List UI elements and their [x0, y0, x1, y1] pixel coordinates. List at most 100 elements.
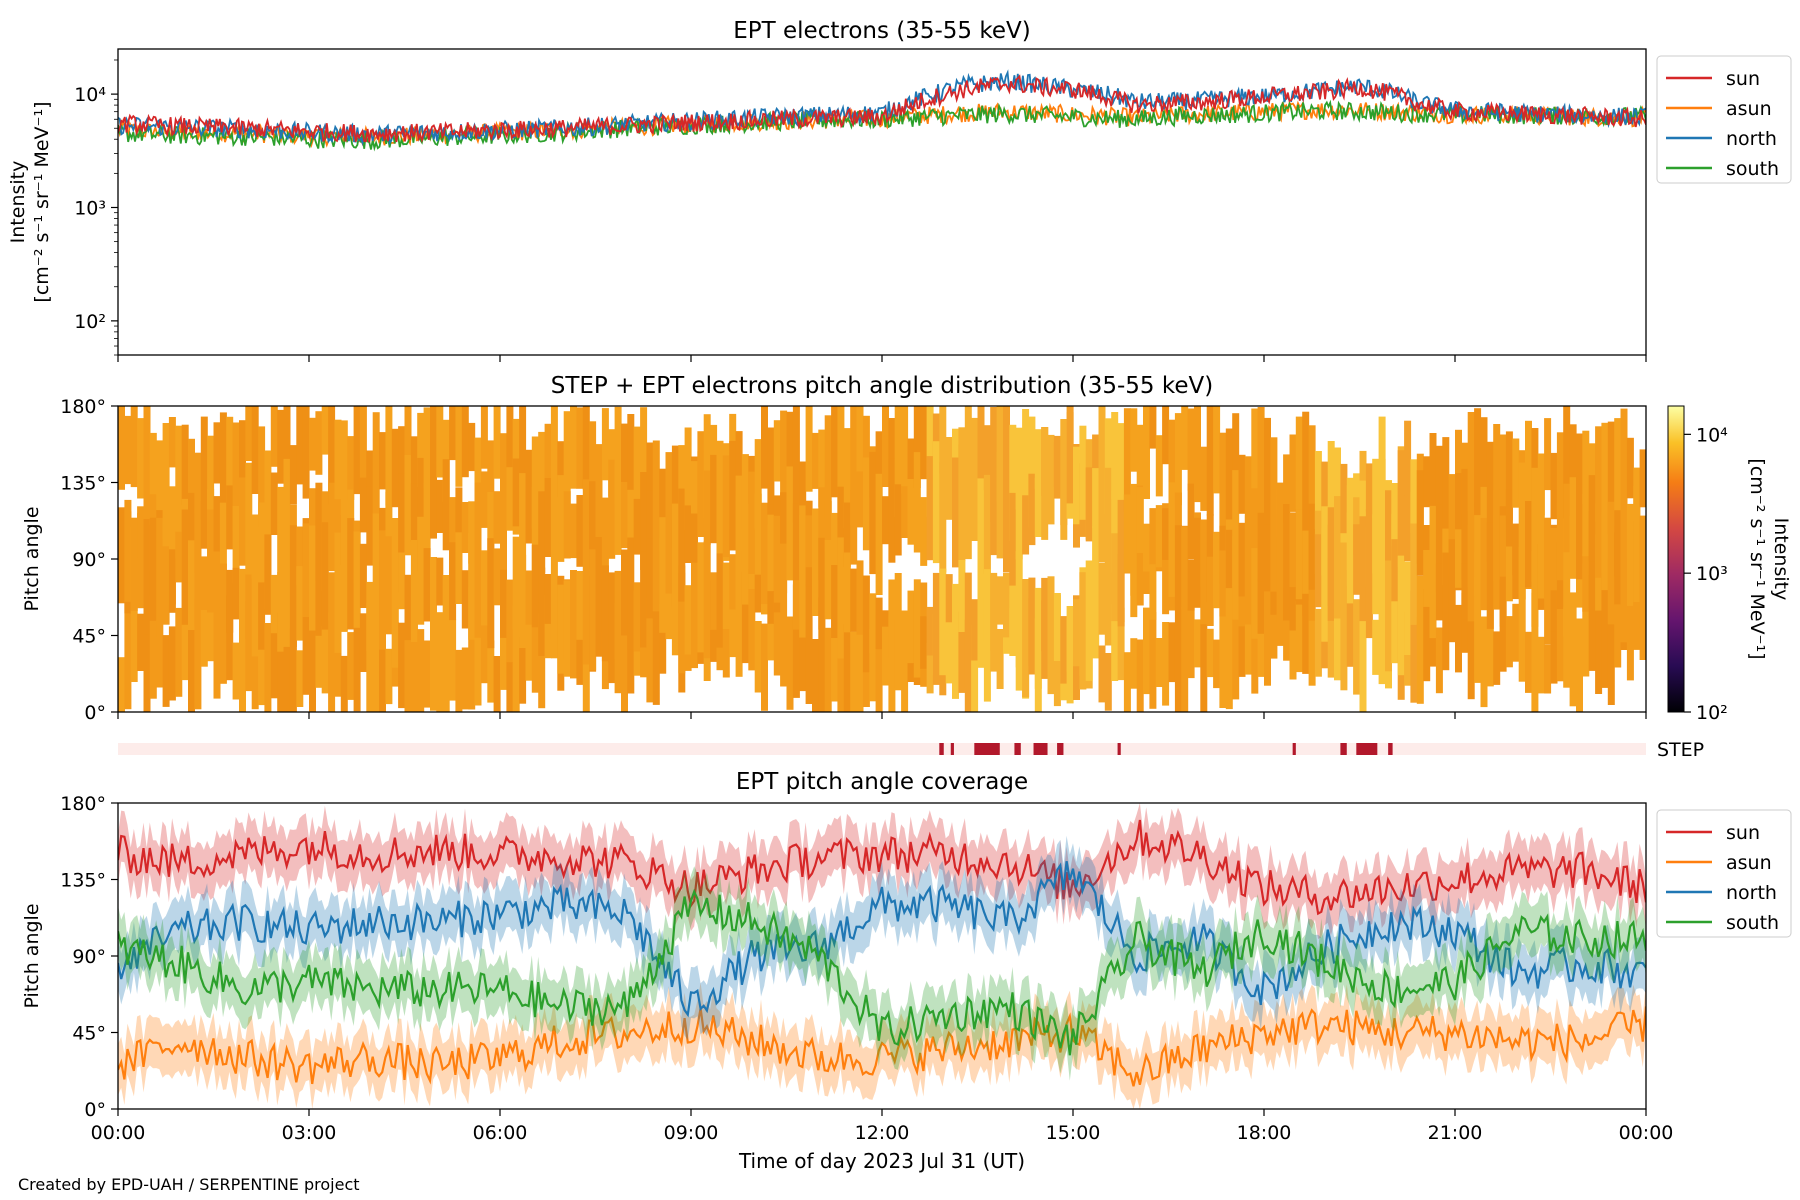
pad-cell-north — [270, 472, 278, 535]
pad-cell-south — [1346, 512, 1354, 604]
pad-cell-south — [1588, 475, 1596, 562]
legend-label-south: south — [1726, 158, 1779, 180]
pad-cell-south — [531, 544, 539, 628]
pad-cell-south — [1314, 534, 1322, 608]
pad-cell-south — [137, 506, 145, 558]
pad-cell-asun — [875, 614, 883, 712]
pad-cell-south — [710, 454, 718, 544]
pad-cell-asun — [1257, 623, 1265, 677]
pad-cell-sun — [1219, 432, 1227, 537]
pad-cell-sun — [652, 440, 660, 541]
pad-cell-asun — [729, 585, 737, 658]
pad-cell-asun — [226, 595, 234, 681]
pad-cell-south — [1435, 563, 1443, 621]
pad-cell-north — [251, 514, 259, 579]
pad-cell-sun — [347, 436, 355, 500]
pad-cell-south — [869, 593, 877, 654]
pad-cell-north — [1187, 483, 1195, 560]
panel-pitch-angle-distribution: STEP + EPT electrons pitch angle distrib… — [21, 373, 1792, 761]
pad-cell-north — [137, 513, 145, 609]
xtick-label: 15:00 — [1046, 1122, 1101, 1144]
pad-cell-asun — [340, 655, 348, 712]
pad-cell-south — [1034, 587, 1042, 689]
pad-cell-asun — [1633, 600, 1641, 650]
pad-cell-north — [971, 476, 979, 541]
pad-cell-asun — [824, 627, 832, 712]
pad-cell-south — [1582, 494, 1590, 557]
pad-cell-north — [818, 487, 826, 581]
pad-cell-north — [1397, 450, 1405, 557]
pad-cell-north — [1378, 458, 1386, 578]
pad-cell-asun — [239, 644, 246, 712]
pad-cell-sun — [1435, 445, 1443, 507]
pad-cell-sun — [1289, 434, 1297, 512]
pad-cell-north — [983, 474, 991, 574]
pad-cell-sun — [1448, 474, 1456, 533]
pad-cell-sun — [468, 422, 476, 472]
pad-cell-sun — [627, 414, 635, 533]
pad-cell-sun — [353, 406, 361, 495]
pad-cell-north — [296, 526, 304, 586]
pad-cell-sun — [1620, 408, 1628, 512]
pad-cell-south — [983, 569, 991, 641]
panel1-title: EPT electrons (35-55 keV) — [733, 18, 1030, 44]
pad-cell-north — [1531, 550, 1539, 627]
pad-cell-south — [525, 570, 533, 625]
pad-cell-south — [697, 451, 705, 537]
pad-cell-north — [920, 497, 928, 566]
pad-cell-north — [907, 479, 915, 545]
pad-cell-sun — [1302, 411, 1310, 533]
pad-cell-asun — [315, 632, 323, 688]
pad-cell-south — [799, 505, 807, 583]
pad-cell-sun — [1569, 424, 1577, 529]
pad-cell-sun — [1563, 406, 1571, 519]
pad-cell-sun — [1525, 420, 1532, 542]
pad-cell-north — [1009, 492, 1017, 595]
pad-cell-south — [245, 574, 253, 639]
pad-cell-sun — [1626, 437, 1634, 499]
pad-cell-south — [143, 519, 151, 635]
ytick-label: 90° — [72, 946, 106, 968]
pad-cell-sun — [1614, 418, 1622, 526]
pad-cell-south — [601, 565, 609, 662]
pad-cell-asun — [200, 597, 208, 667]
pad-cell-sun — [188, 438, 195, 500]
pad-cell-asun — [359, 613, 367, 672]
pad-cell-south — [1066, 606, 1074, 704]
pad-cell-sun — [1512, 438, 1520, 508]
pad-cell-sun — [1232, 413, 1240, 505]
pad-cell-south — [538, 567, 546, 656]
pad-cell-south — [1391, 539, 1399, 602]
pad-cell-sun — [570, 406, 577, 489]
pad-cell-sun — [1270, 437, 1278, 527]
pad-cell-south — [748, 471, 756, 574]
pad-cell-south — [1111, 533, 1119, 622]
pad-cell-south — [582, 550, 590, 665]
series-sun-coverage-line — [118, 819, 1646, 916]
pad-cell-north — [512, 458, 520, 527]
pad-cell-south — [671, 503, 679, 609]
pad-cell-sun — [181, 424, 189, 506]
pad-cell-asun — [1595, 604, 1603, 694]
pad-cell-north — [1582, 553, 1590, 612]
pad-cell-asun — [780, 569, 788, 687]
pad-cell-sun — [1098, 406, 1106, 513]
pad-cell-south — [1321, 528, 1329, 642]
pad-cell-north — [500, 467, 507, 576]
pad-cell-asun — [1550, 599, 1558, 684]
pad-cell-south — [971, 599, 979, 661]
pad-cell-south — [1499, 515, 1507, 577]
ytick-label: 10³ — [74, 197, 106, 219]
legend-label-north: north — [1726, 882, 1777, 904]
pad-cell-south — [850, 568, 858, 632]
pad-cell-north — [557, 475, 565, 562]
pad-cell-asun — [461, 647, 469, 710]
pad-cell-asun — [1588, 575, 1596, 671]
x-axis-label: Time of day 2023 Jul 31 (UT) — [738, 1149, 1025, 1173]
pad-cell-asun — [1219, 599, 1227, 708]
pad-cell-asun — [219, 607, 227, 684]
pad-cell-south — [665, 481, 673, 594]
pad-cell-asun — [487, 640, 495, 703]
colorbar-tick-label: 10³ — [1696, 563, 1728, 585]
